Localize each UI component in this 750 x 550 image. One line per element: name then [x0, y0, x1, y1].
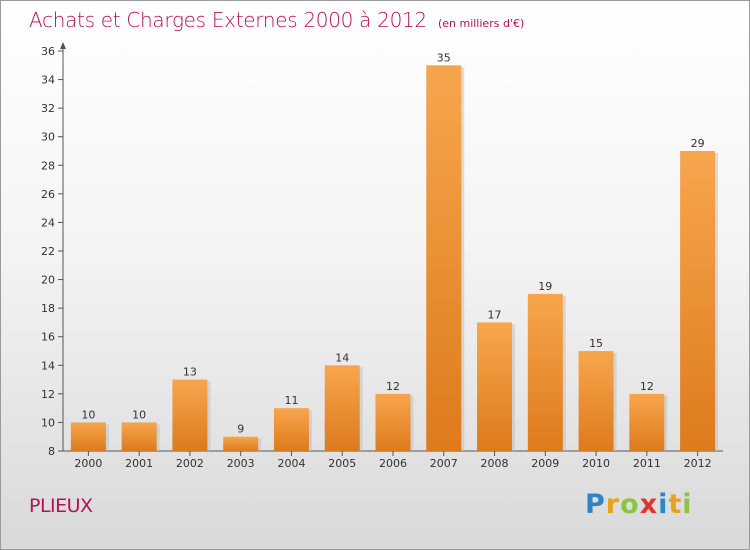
x-tick-label: 2005	[328, 457, 356, 470]
x-tick-label: 2000	[74, 457, 102, 470]
bar	[629, 393, 665, 451]
y-tick-label: 28	[41, 159, 55, 172]
logo-letter: P	[585, 489, 606, 520]
bar-value-label: 35	[437, 51, 451, 64]
x-tick-label: 2009	[531, 457, 559, 470]
logo-letter: i	[658, 489, 669, 520]
y-tick-label: 20	[41, 274, 55, 287]
y-tick-label: 10	[41, 416, 55, 429]
y-tick-label: 34	[41, 74, 55, 87]
bar	[223, 436, 259, 451]
x-tick-label: 2011	[633, 457, 661, 470]
bar-value-label: 12	[640, 380, 654, 393]
bar	[477, 322, 513, 451]
y-tick-label: 24	[41, 216, 55, 229]
y-tick-label: 30	[41, 131, 55, 144]
y-tick-label: 22	[41, 245, 55, 258]
y-tick-label: 26	[41, 188, 55, 201]
y-axis-arrow	[60, 42, 66, 49]
x-tick-label: 2003	[227, 457, 255, 470]
x-tick-label: 2010	[582, 457, 610, 470]
bar	[578, 351, 614, 451]
y-tick-label: 36	[41, 45, 55, 58]
y-tick-label: 16	[41, 331, 55, 344]
logo-letter: r	[605, 489, 621, 520]
y-tick-label: 12	[41, 388, 55, 401]
bar	[70, 422, 106, 451]
bar-value-label: 9	[237, 423, 244, 436]
x-tick-label: 2012	[684, 457, 712, 470]
commune-name: PLIEUX	[29, 495, 93, 517]
bar	[172, 379, 208, 451]
logo-letter: o	[620, 489, 640, 520]
bar	[680, 151, 716, 451]
bar	[121, 422, 157, 451]
unit-note: (en milliers d'€)	[437, 17, 525, 30]
bar-value-label: 10	[132, 408, 146, 421]
bar	[527, 293, 563, 451]
bar-value-label: 15	[589, 337, 603, 350]
chart-title: Achats et Charges Externes 2000 à 2012 (…	[29, 8, 524, 32]
bar-value-label: 12	[386, 380, 400, 393]
bar	[426, 65, 462, 452]
y-tick-label: 8	[48, 445, 55, 458]
bar-value-label: 10	[81, 408, 95, 421]
bar-value-label: 13	[183, 366, 197, 379]
title-text: Achats et Charges Externes 2000 à 2012	[29, 8, 427, 32]
x-tick-label: 2008	[481, 457, 509, 470]
logo-letter: i	[682, 489, 693, 520]
x-tick-label: 2001	[125, 457, 153, 470]
bar-value-label: 11	[284, 394, 298, 407]
x-tick-label: 2006	[379, 457, 407, 470]
bar	[324, 365, 360, 451]
bar-value-label: 17	[488, 308, 502, 321]
proxiti-logo: Proxiti	[585, 489, 693, 520]
y-tick-label: 32	[41, 102, 55, 115]
y-tick-label: 14	[41, 359, 55, 372]
y-tick-label: 18	[41, 302, 55, 315]
bar	[375, 393, 411, 451]
x-tick-label: 2007	[430, 457, 458, 470]
bar-value-label: 14	[335, 351, 349, 364]
bar	[273, 408, 309, 451]
bar-value-label: 29	[691, 137, 705, 150]
x-tick-label: 2002	[176, 457, 204, 470]
logo-letter: t	[668, 489, 683, 520]
logo-letter: x	[639, 489, 659, 520]
x-tick-label: 2004	[277, 457, 305, 470]
bar-value-label: 19	[538, 280, 552, 293]
